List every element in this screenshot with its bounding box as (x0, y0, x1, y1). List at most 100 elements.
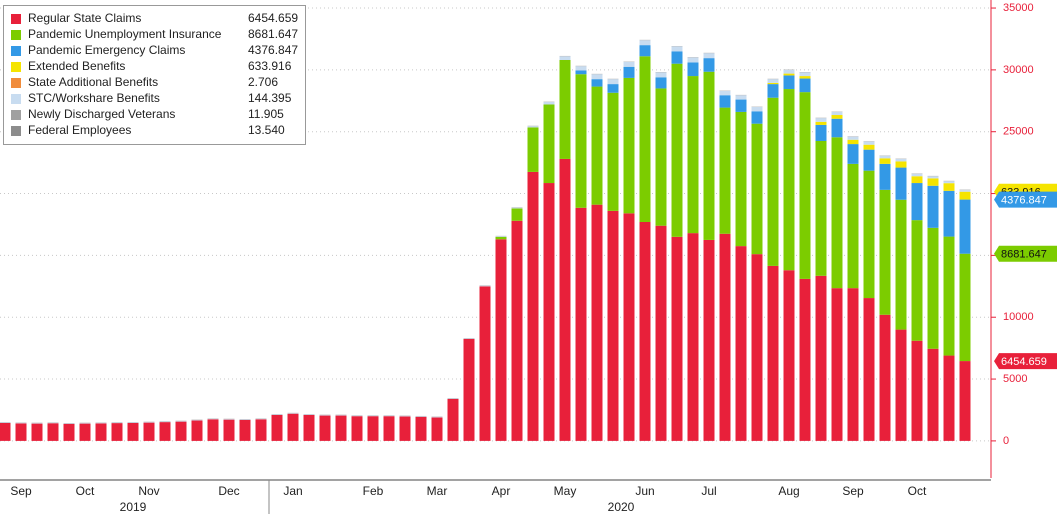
bar-segment (607, 79, 619, 85)
bar-segment (623, 77, 635, 214)
bar-segment (639, 56, 651, 222)
x-group-label: 2020 (608, 500, 635, 514)
x-tick-label: Oct (908, 484, 927, 498)
bar-segment (815, 124, 827, 141)
bar-segment (335, 415, 347, 441)
y-tick-label: 25000 (1003, 126, 1034, 138)
bar-segment (863, 298, 875, 441)
bar-segment (959, 199, 971, 254)
x-tick-label: Jul (701, 484, 716, 498)
bar-segment (783, 89, 795, 271)
bar-segment (831, 288, 843, 441)
y-tick-label: 0 (1003, 435, 1009, 447)
bar-segment (959, 191, 971, 200)
bar-segment (751, 111, 763, 124)
bar-segment (527, 171, 539, 441)
bar-segment (95, 423, 107, 441)
bar-segment (559, 56, 571, 60)
bar-segment (815, 140, 827, 276)
y-tick-label: 30000 (1003, 64, 1034, 76)
legend-swatch (11, 46, 21, 56)
bar-segment (927, 178, 939, 186)
legend-swatch (11, 62, 21, 72)
legend-value: 2.706 (248, 75, 278, 89)
legend-value: 144.395 (248, 91, 292, 105)
x-tick-label: Sep (842, 484, 864, 498)
bar-segment (223, 419, 235, 441)
bar-segment (783, 73, 795, 76)
bar-segment (751, 123, 763, 255)
bar-segment (383, 416, 395, 441)
bar-segment (799, 78, 811, 93)
bar-segment (831, 137, 843, 289)
legend-label: Newly Discharged Veterans (28, 107, 175, 121)
bar-segment (799, 278, 811, 441)
x-tick-label: Oct (76, 484, 95, 498)
bar-segment (863, 141, 875, 145)
bar-segment (879, 314, 891, 441)
axis-tag (994, 191, 1057, 208)
bar-segment (943, 183, 955, 191)
bar-segment (943, 181, 955, 184)
bar-segment (63, 423, 75, 441)
bar-segment (495, 239, 507, 441)
bar-segment (895, 329, 907, 441)
bar-segment (431, 417, 443, 441)
bar-segment (943, 190, 955, 237)
bar-segment (831, 111, 843, 116)
x-tick-label: Dec (218, 484, 239, 498)
bar-segment (911, 340, 923, 441)
bar-segment (911, 220, 923, 341)
bar-segment (895, 158, 907, 162)
bar-segment (319, 415, 331, 441)
legend-box (3, 5, 306, 145)
bar-segment (511, 207, 523, 209)
bar-segment (671, 51, 683, 64)
bar-segment (623, 213, 635, 441)
bar-segment (719, 233, 731, 441)
bar-segment (671, 63, 683, 237)
bar-segment (271, 414, 283, 441)
bar-segment (575, 74, 587, 208)
bar-segment (815, 118, 827, 122)
bar-segment (575, 66, 587, 71)
legend-value: 6454.659 (248, 11, 298, 25)
bar-segment (655, 72, 667, 78)
bar-segment (399, 416, 411, 441)
bar-segment (655, 77, 667, 89)
bar-segment (719, 95, 731, 108)
bar-segment (943, 355, 955, 441)
bar-segment (735, 99, 747, 112)
x-tick-label: Jan (283, 484, 302, 498)
legend-value: 13.540 (248, 123, 285, 137)
bar-segment (591, 79, 603, 87)
legend-value: 4376.847 (248, 43, 298, 57)
bar-segment (591, 74, 603, 80)
bar-segment (671, 46, 683, 52)
legend-swatch (11, 14, 21, 24)
bar-segment (927, 227, 939, 349)
bar-segment (639, 221, 651, 441)
bar-segment (799, 92, 811, 279)
bar-segment (879, 155, 891, 159)
bar-segment (367, 416, 379, 441)
x-tick-label: Nov (138, 484, 159, 498)
bar-segment (527, 126, 539, 128)
legend-value: 633.916 (248, 59, 292, 73)
bar-segment (927, 176, 939, 179)
bar-segment (895, 161, 907, 168)
bar-segment (607, 210, 619, 441)
bar-segment (879, 189, 891, 315)
bar-segment (127, 422, 139, 441)
bar-segment (767, 265, 779, 441)
axis-tag (994, 245, 1057, 262)
x-tick-label: Aug (778, 484, 799, 498)
bar-segment (255, 419, 267, 441)
bar-segment (847, 163, 859, 289)
bar-segment (175, 421, 187, 441)
bar-segment (543, 102, 555, 105)
bar-segment (671, 236, 683, 441)
bar-segment (911, 173, 923, 177)
